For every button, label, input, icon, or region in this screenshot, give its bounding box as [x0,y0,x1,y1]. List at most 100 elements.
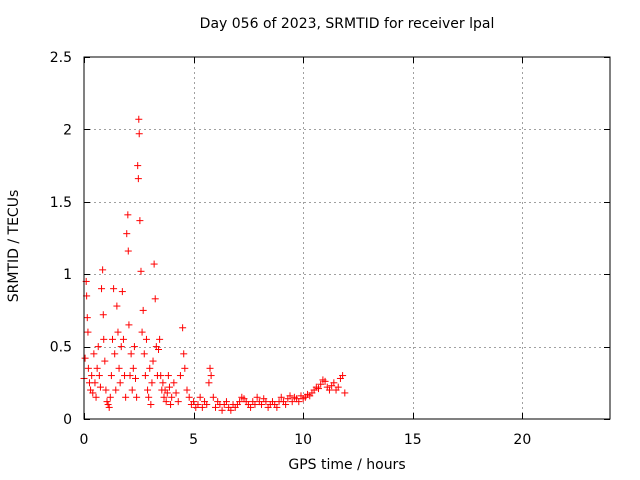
data-point [209,393,217,401]
data-point [258,401,266,409]
data-point [81,354,89,362]
data-point [282,401,290,409]
data-point [84,328,92,336]
x-tick-label: 5 [189,432,198,448]
data-point [321,377,329,385]
data-point [129,364,137,372]
y-tick-label: 0 [63,412,72,428]
data-point [111,350,119,358]
data-point [99,311,107,319]
data-point [150,260,158,268]
data-point [212,403,219,411]
data-point [205,379,213,387]
data-point [104,401,112,409]
data-point [113,302,121,310]
grid-lines [84,57,610,419]
data-point [164,372,172,380]
data-point [108,335,116,343]
data-point [139,306,147,314]
y-tick-label: 0.5 [50,340,72,356]
data-point [127,350,135,358]
data-point [295,398,303,406]
data-point [325,386,333,394]
data-point [96,383,104,391]
data-point [95,372,103,380]
data-point [288,398,296,406]
data-point [94,343,102,351]
data-point [247,403,255,411]
data-point [135,130,143,138]
data-point [179,324,187,332]
data-point [101,357,109,365]
data-point [122,393,130,401]
data-point [251,401,259,409]
y-tick-label: 1.5 [50,195,72,211]
plot-frame [83,56,611,420]
data-point [114,328,122,336]
data-point [133,393,141,401]
data-point [90,350,98,358]
data-point [123,230,131,238]
data-point [157,372,165,380]
data-point [115,364,123,372]
data-point [196,393,204,401]
data-point [92,393,100,401]
data-point [138,328,146,336]
data-point [141,372,149,380]
data-point [190,398,198,406]
data-point [110,285,118,293]
data-point [147,401,155,409]
data-point [112,386,120,394]
data-point [91,379,99,387]
x-tick-label: 0 [80,432,89,448]
data-point [198,403,206,411]
data-point [165,383,173,391]
data-point [89,389,97,397]
data-point [222,398,230,406]
data-point [132,374,140,382]
data-point [181,364,189,372]
data-point [103,398,111,406]
data-point [159,379,167,387]
data-point [140,350,148,358]
data-point [105,403,113,411]
data-point [151,295,159,303]
data-point [83,314,91,322]
data-point [135,115,143,123]
data-point [170,379,178,387]
data-point [99,266,107,274]
data-point [273,403,281,411]
data-point [174,398,182,406]
data-points [80,115,349,414]
data-point [98,285,106,293]
y-tick-label: 2 [63,122,72,138]
y-tick-label: 2.5 [50,50,72,66]
data-point [144,386,152,394]
data-point [134,162,142,170]
data-point [117,343,125,351]
data-point [146,364,154,372]
data-point [145,393,153,401]
data-point [167,401,175,409]
data-point [118,288,126,296]
data-point [253,393,261,401]
data-point [119,335,127,343]
data-point [149,357,157,365]
data-point [207,372,215,380]
data-point [148,379,156,387]
data-point [124,247,132,255]
data-point [185,393,193,401]
x-tick-label: 20 [513,432,531,448]
data-point [180,350,188,358]
data-point [330,379,338,387]
data-point [227,406,235,414]
data-point [172,389,180,397]
data-point [136,217,144,225]
data-point [277,393,285,401]
axis-ticks: 0 5 10 15 20 0 0.5 1 1.5 2 2.5 [50,50,610,448]
data-point [339,372,347,380]
data-point [137,267,145,275]
data-point [236,398,244,406]
data-point [206,364,214,372]
data-point [341,389,349,397]
